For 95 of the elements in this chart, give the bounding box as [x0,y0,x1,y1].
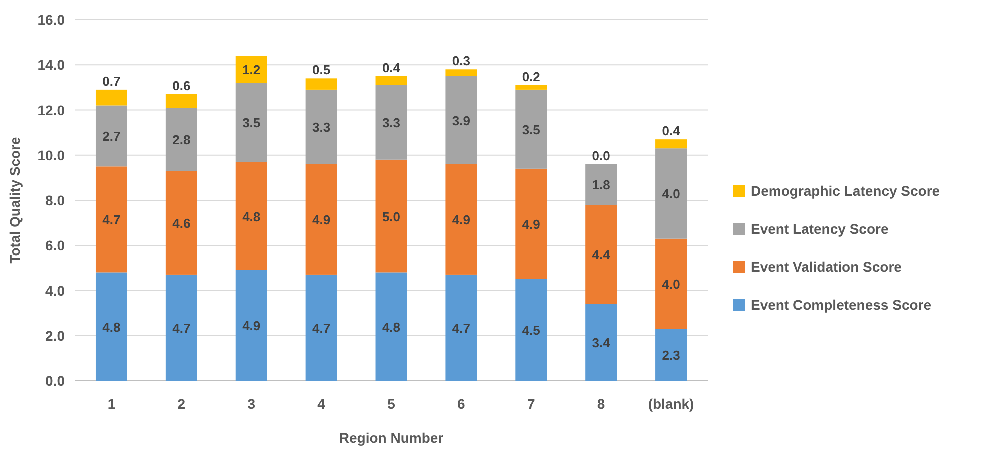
data-label: 3.3 [382,116,401,131]
y-tick-label: 12.0 [38,102,66,118]
data-label: 4.9 [452,212,470,228]
data-label: 0.2 [522,69,540,84]
bar [236,56,268,84]
x-tick-label: 8 [597,396,606,412]
data-label: 3.9 [452,113,470,128]
bar [586,205,618,304]
x-tick-label: 1 [108,396,116,412]
data-label: 3.4 [592,336,612,351]
x-tick-label: (blank) [648,396,694,412]
bar [586,304,618,381]
bar [376,76,408,86]
data-label: 0.6 [172,78,191,94]
data-label: 0.3 [452,54,470,69]
data-label: 4.6 [172,216,191,232]
data-label: 0.0 [592,148,610,164]
bar [446,76,478,164]
legend-label: Event Latency Score [751,221,889,237]
data-label: 4.9 [242,318,261,334]
x-tick-label: 3 [248,396,256,412]
data-label: 4.8 [382,320,401,335]
data-label: 0.5 [312,62,331,78]
bar [236,162,268,270]
data-label: 4.8 [102,320,121,335]
y-tick-label: 14.0 [38,57,66,74]
y-tick-label: 16.0 [38,12,66,28]
y-axis-title: Total Quality Score [7,137,23,264]
data-label: 4.7 [452,320,470,336]
y-tick-label: 2.0 [46,328,66,344]
bar [96,166,128,273]
data-label: 5.0 [382,209,401,224]
data-label: 4.0 [662,276,680,292]
bar [306,90,338,164]
data-label: 1.8 [592,178,610,193]
x-tick-label: 2 [178,396,186,412]
bar [516,90,548,169]
bar [166,171,198,275]
bar [656,148,688,239]
data-label: 1.2 [242,62,261,78]
data-label: 0.7 [102,74,121,89]
bar [376,160,408,273]
bar [446,164,478,275]
bar [96,90,128,106]
data-label: 3.5 [522,122,540,138]
data-label: 2.8 [172,132,191,148]
data-label: 4.9 [522,217,540,232]
bar [656,329,688,381]
bar [656,140,688,149]
bar [306,274,338,381]
legend-label: Demographic Latency Score [751,183,940,199]
bar [586,164,618,206]
data-label: 4.0 [662,186,680,202]
bar [376,85,408,160]
legend-label: Event Validation Score [751,259,902,275]
data-label: 4.7 [312,320,331,336]
bar [516,85,548,90]
x-tick-label: 5 [388,396,396,412]
bar [96,272,128,381]
x-axis-title: Region Number [339,430,444,446]
legend-label: Event Completeness Score [751,297,932,313]
data-label: 2.3 [662,348,680,364]
x-tick-label: 4 [318,396,326,412]
bar [516,168,548,280]
y-tick-label: 6.0 [46,238,66,254]
y-tick-label: 4.0 [46,282,66,299]
bar [166,94,198,108]
bar [306,164,338,275]
bar [516,279,548,381]
data-label: 3.5 [242,116,261,131]
y-tick-label: 8.0 [46,192,66,208]
data-label: 4.8 [242,209,261,224]
bar [656,238,688,330]
x-tick-label: 7 [527,396,536,412]
data-label: 2.7 [102,129,121,144]
bar [376,272,408,381]
data-label: 3.3 [312,120,331,136]
bar [236,83,268,162]
x-tick-label: 6 [458,396,466,412]
y-tick-label: 10.0 [38,147,66,164]
data-label: 4.7 [172,320,191,336]
data-label: 4.4 [592,248,612,263]
bar [96,106,128,167]
y-tick-label: 0.0 [46,373,66,389]
data-label: 4.5 [522,323,540,338]
bar [446,274,478,381]
bar [236,270,268,381]
bar [166,108,198,172]
data-label: 4.7 [102,212,121,228]
data-label: 4.9 [312,212,331,228]
data-label: 0.4 [382,60,402,76]
bar [446,70,478,76]
bar [306,78,338,90]
data-label: 0.4 [662,124,682,139]
bar [166,274,198,381]
